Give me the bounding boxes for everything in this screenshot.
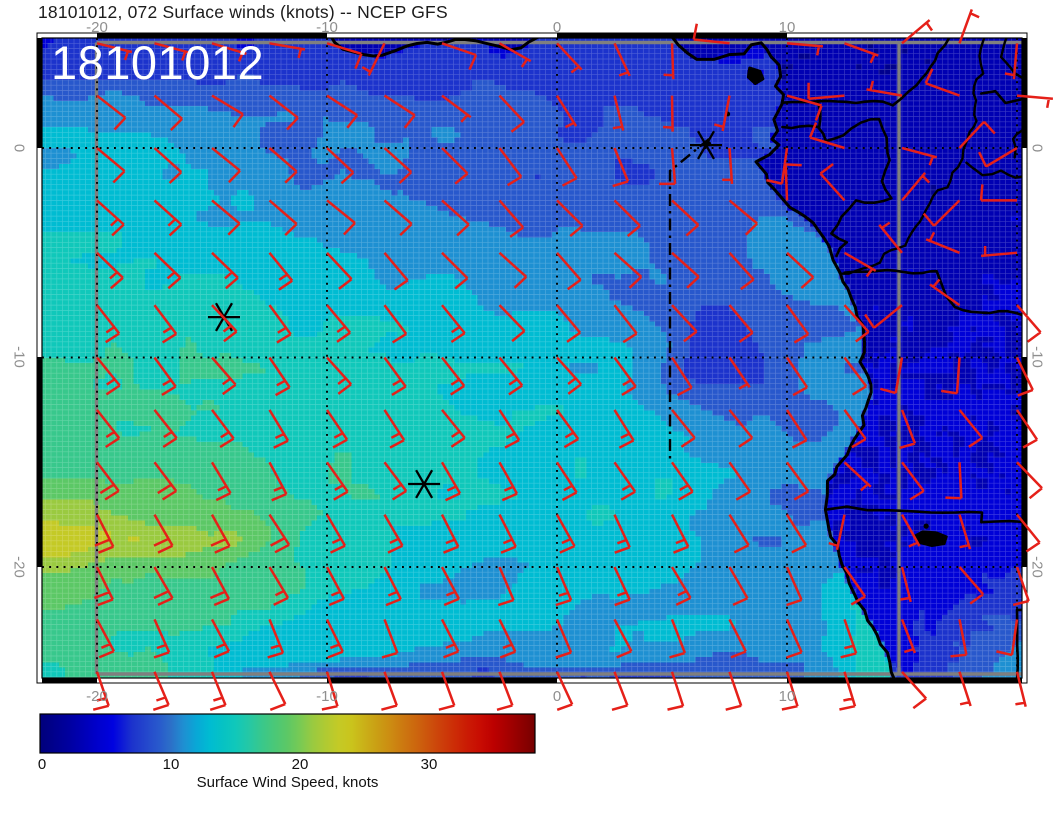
graticule-lines: [42, 38, 1022, 678]
political-border: [781, 38, 951, 107]
x-axis-tick-label-top: -20: [86, 19, 108, 36]
y-axis-tick-label-right: -10: [1028, 346, 1046, 368]
wind-speed-heatmap: [42, 38, 1022, 678]
x-axis-tick-label-bottom: 0: [552, 688, 562, 705]
political-border: [843, 268, 1022, 317]
chart-title: 18101012, 072 Surface winds (knots) -- N…: [38, 2, 448, 22]
colorbar-tick-label: 20: [291, 756, 309, 773]
asterisk-marker: [408, 469, 441, 499]
y-axis-tick-label-right: 0: [1028, 143, 1046, 153]
colorbar-tick-label: 10: [162, 756, 180, 773]
map-frame: [36, 32, 1028, 684]
lake: [913, 530, 948, 547]
river: [965, 161, 1022, 179]
colorbar-tick-label: 30: [420, 756, 438, 773]
political-border: [816, 117, 893, 258]
river: [1011, 128, 1022, 159]
political-border: [980, 89, 1022, 105]
asterisk-marker: [690, 130, 722, 160]
y-axis-tick-label-left: -10: [10, 346, 28, 368]
island-dot: [923, 523, 929, 529]
x-axis-tick-label-top: 10: [778, 19, 796, 36]
y-axis-tick-label-left: -20: [10, 556, 28, 578]
x-axis-tick-label-bottom: -20: [86, 688, 108, 705]
x-axis-tick-label-bottom: 10: [778, 688, 796, 705]
cross-section-track: [668, 138, 710, 459]
colorbar-title: Surface Wind Speed, knots: [196, 774, 379, 791]
x-axis-tick-label-top: 0: [552, 19, 562, 36]
river: [839, 38, 986, 275]
political-border: [1015, 608, 1022, 678]
y-axis-tick-label-right: -20: [1028, 556, 1046, 578]
political-border: [826, 505, 1022, 524]
colorbar: [39, 713, 536, 754]
x-axis-tick-label-bottom: -10: [316, 688, 338, 705]
colorbar-tick-label: 0: [37, 756, 47, 773]
wind-barbs: [92, 8, 1054, 712]
cycle-timestamp-stamp: 18101012: [51, 36, 265, 89]
y-axis-tick-label-left: 0: [10, 143, 28, 153]
coastline: [746, 66, 765, 85]
x-axis-tick-label-top: -10: [316, 19, 338, 36]
geography-layer: [330, 38, 1022, 678]
